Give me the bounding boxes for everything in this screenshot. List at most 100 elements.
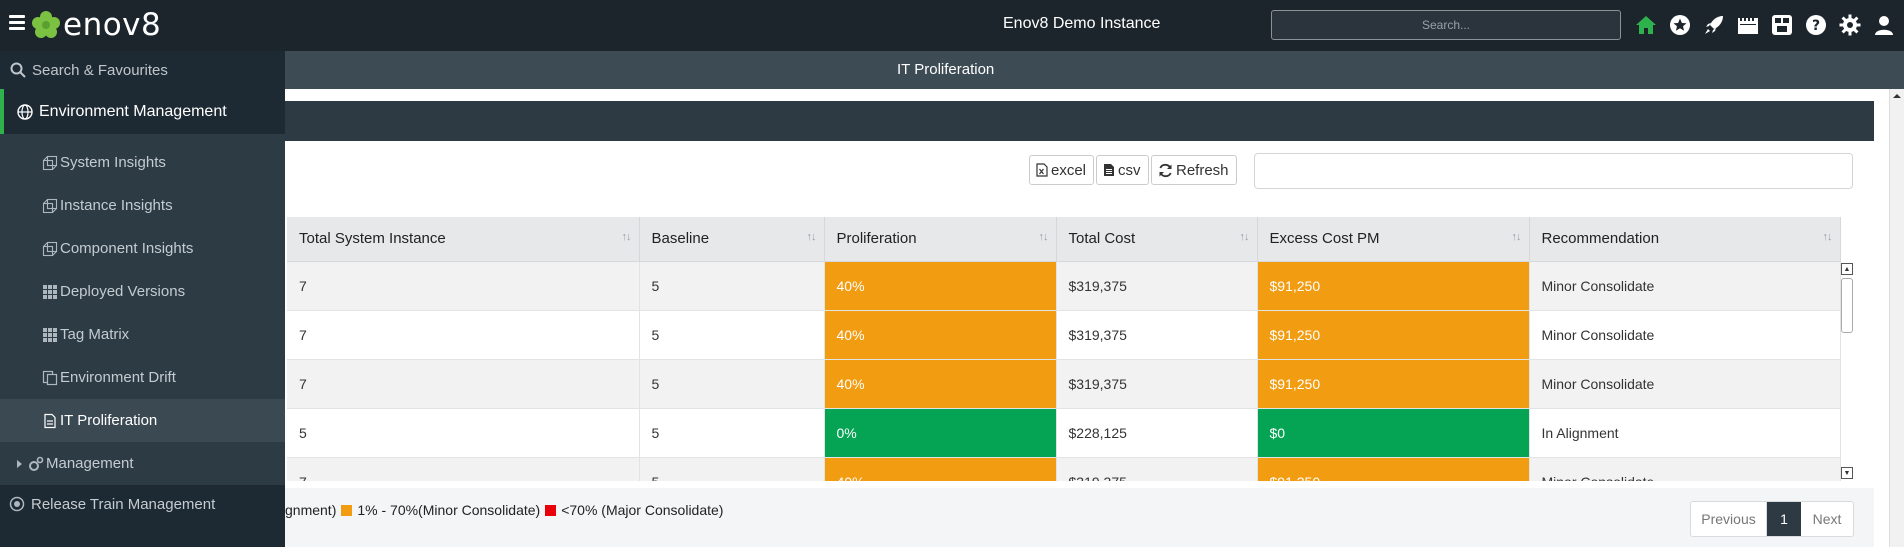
scroll-down-icon[interactable]: ▼ [1841,467,1853,479]
cell-recommendation: Minor Consolidate [1529,359,1841,409]
page-scrollbar[interactable] [1889,89,1904,547]
logo-flower-icon [32,11,60,38]
pagination: Previous 1 Next [1690,501,1854,537]
cell-excess: $91,250 [1257,261,1530,311]
sidebar-item-label: Release Train Management [31,495,216,513]
cell-cost: $228,125 [1056,408,1258,458]
csv-button[interactable]: csv [1096,155,1149,185]
scroll-up-icon [1893,94,1901,98]
table-row[interactable]: 5 5 0% $228,125 $0 In Alignment [287,408,1841,458]
legend-orange-swatch [341,504,353,516]
sort-icon: ↑↓ [806,231,817,243]
grid-icon [42,327,58,343]
menu-icon[interactable] [9,15,25,31]
next-button[interactable]: Next [1812,511,1842,527]
table-header-row: Total System Instance ↑↓ Baseline ↑↓ Proli… [287,217,1841,262]
column-header-total-system-instance[interactable]: Total System Instance ↑↓ [287,217,640,262]
sidebar-item-label: IT Proliferation [60,412,158,429]
cell-total: 7 [287,261,640,311]
column-header-label: Proliferation [836,230,917,248]
sort-icon: ↑↓ [1822,231,1833,243]
home-icon[interactable] [1634,13,1658,37]
sidebar-item-label: Deployed Versions [60,283,186,300]
cell-total: 7 [287,457,640,481]
cell-recommendation: Minor Consolidate [1529,310,1841,360]
column-header-label: Total Cost [1068,230,1136,248]
sidebar-item-release-train-management[interactable]: Release Train Management [0,485,285,523]
sidebar-item-management[interactable]: Management [0,442,285,485]
cell-recommendation: Minor Consolidate [1529,457,1841,481]
copy-icon [42,370,58,386]
sidebar-item-it-proliferation[interactable]: IT Proliferation [0,399,285,442]
sidebar-item-environment-drift[interactable]: Environment Drift [0,356,285,399]
legend-alignment-text: gnment) [285,502,337,518]
table-filter-input[interactable] [1254,153,1853,189]
sidebar-item-component-insights[interactable]: Component Insights [0,227,285,270]
cell-excess: $0 [1257,408,1530,458]
cubes-icon [42,241,58,257]
sidebar-search-favourites[interactable]: Search & Favourites [0,51,285,89]
cell-excess: $91,250 [1257,310,1530,360]
scroll-up-icon[interactable]: ▲ [1841,263,1853,275]
legend-minor-text: 1% - 70%(Minor Consolidate) [357,502,541,518]
column-header-label: Total System Instance [299,230,446,248]
legend-red-swatch [545,504,557,516]
sort-icon: ↑↓ [1239,231,1250,243]
column-header-proliferation[interactable]: Proliferation ↑↓ [824,217,1057,262]
search-icon [10,62,26,78]
logo[interactable]: enov8 [31,7,161,43]
previous-button[interactable]: Previous [1691,502,1767,536]
table-container: Total System Instance ↑↓ Baseline ↑↓ Proli… [285,217,1842,481]
sort-icon: ↑↓ [1511,231,1522,243]
table-scrollbar[interactable]: ▲ ▼ [1839,261,1855,480]
sidebar-item-tag-matrix[interactable]: Tag Matrix [0,313,285,356]
csv-file-icon [1103,163,1115,177]
column-header-excess-cost-pm[interactable]: Excess Cost PM ↑↓ [1257,217,1530,262]
csv-label: csv [1118,161,1141,179]
cell-baseline: 5 [639,408,825,458]
globe-icon [17,103,33,120]
refresh-button[interactable]: Refresh [1151,155,1237,185]
cell-recommendation: In Alignment [1529,408,1841,458]
grid-icon [42,284,58,300]
column-header-total-cost[interactable]: Total Cost ↑↓ [1056,217,1258,262]
dashboard-icon[interactable] [1770,13,1794,37]
excel-button[interactable]: excel [1029,155,1095,185]
help-icon[interactable]: ? [1804,13,1828,37]
excel-label: excel [1051,161,1087,179]
column-header-baseline[interactable]: Baseline ↑↓ [639,217,825,262]
sidebar-item-system-insights[interactable]: System Insights [0,141,285,184]
search-input[interactable]: Search... [1271,10,1621,40]
table-footer [285,488,1874,547]
page-title: IT Proliferation [897,61,995,78]
user-icon[interactable] [1872,13,1896,37]
target-icon [9,496,25,512]
caret-right-icon [17,459,22,468]
sidebar-section-environment-management[interactable]: Environment Management [0,89,285,134]
sort-icon: ↑↓ [1038,231,1049,243]
cell-baseline: 5 [639,457,825,481]
column-header-label: Recommendation [1541,230,1660,248]
star-icon[interactable] [1668,13,1692,37]
gear-icon[interactable] [1838,13,1862,37]
sidebar-item-instance-insights[interactable]: Instance Insights [0,184,285,227]
cell-total: 5 [287,408,640,458]
cell-baseline: 5 [639,261,825,311]
scroll-thumb[interactable] [1841,278,1853,333]
cell-proliferation: 0% [824,408,1057,458]
sidebar-item-label: Component Insights [60,240,194,257]
sidebar-item-label: Tag Matrix [60,326,130,343]
page-1-button[interactable]: 1 [1767,502,1801,536]
rocket-icon[interactable] [1702,13,1726,37]
svg-text:?: ? [1812,18,1820,34]
sidebar-submenu: System Insights Instance Insights Compon… [0,134,285,485]
legend: gnment) 1% - 70%(Minor Consolidate) <70%… [285,502,723,518]
calendar-icon[interactable] [1736,13,1760,37]
sidebar-item-deployed-versions[interactable]: Deployed Versions [0,270,285,313]
column-header-recommendation[interactable]: Recommendation ↑↓ [1529,217,1841,262]
cell-cost: $319,375 [1056,261,1258,311]
